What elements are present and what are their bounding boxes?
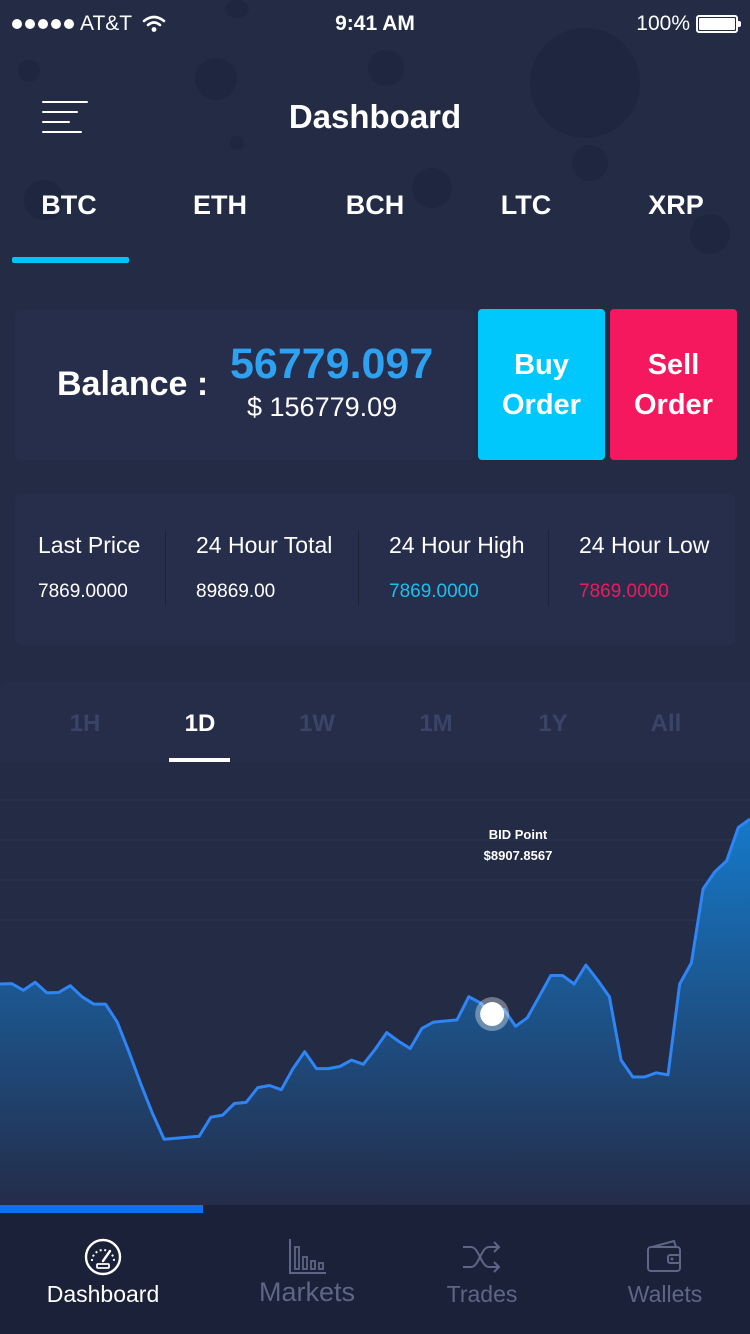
tab-ltc[interactable]: LTC xyxy=(500,190,552,220)
active-range-indicator xyxy=(169,758,230,762)
buy-order-button[interactable]: Buy Order xyxy=(478,309,605,460)
carrier-name: AT&T xyxy=(80,12,133,35)
price-chart[interactable]: BID Point $8907.8567 xyxy=(0,762,750,1206)
balance-usd: $ 156779.09 xyxy=(247,392,398,422)
stat-value: 89869.00 xyxy=(196,581,276,602)
battery-icon xyxy=(696,15,741,33)
background-bubble xyxy=(690,214,730,254)
bar-chart-icon xyxy=(289,1239,326,1274)
wallet-icon xyxy=(647,1239,681,1272)
stat-divider xyxy=(358,530,359,606)
buy-button-line1: Buy xyxy=(514,348,569,381)
buy-button-line2: Order xyxy=(502,388,581,421)
status-bar: AT&T 9:41 AM 100% xyxy=(0,0,750,50)
sell-button-line1: Sell xyxy=(647,348,700,381)
time-range-tabs: 1H 1D 1W 1M 1Y All xyxy=(0,682,750,762)
stat-label: 24 Hour Total xyxy=(196,532,333,558)
coin-tabs: BTC ETH BCH LTC XRP xyxy=(0,190,750,265)
background-bubble xyxy=(24,180,64,220)
nav-markets[interactable]: Markets xyxy=(217,1213,397,1334)
bid-point-marker[interactable] xyxy=(480,1002,505,1027)
chart-series-line xyxy=(0,817,750,1141)
speedometer-icon xyxy=(84,1238,122,1276)
bid-point-annotation: BID Point $8907.8567 xyxy=(458,824,578,866)
hamburger-menu-icon[interactable] xyxy=(42,101,88,135)
range-tab-1d[interactable]: 1D xyxy=(184,710,216,737)
status-left: AT&T xyxy=(12,12,166,36)
balance-amount: 56779.097 xyxy=(230,340,434,388)
stat-value: 7869.0000 xyxy=(389,581,479,602)
balance-label: Balance : xyxy=(57,365,209,403)
active-tab-indicator xyxy=(12,257,129,263)
background-bubble xyxy=(368,50,404,86)
background-bubble xyxy=(412,168,452,208)
range-tab-1h[interactable]: 1H xyxy=(69,710,101,737)
price-chart-svg xyxy=(0,799,750,1206)
stat-value: 7869.0000 xyxy=(579,581,669,602)
stat-divider xyxy=(548,530,549,606)
nav-trades[interactable]: Trades xyxy=(392,1213,572,1334)
bottom-navigation: Dashboard Markets Trades xyxy=(0,1213,750,1334)
nav-progress-fill xyxy=(0,1205,203,1213)
nav-wallets[interactable]: Wallets xyxy=(575,1213,750,1334)
bid-point-label: BID Point xyxy=(488,827,548,842)
market-stats-card: Last Price 7869.0000 24 Hour Total 89869… xyxy=(15,494,735,645)
background-bubble xyxy=(530,28,640,138)
range-tab-1m[interactable]: 1M xyxy=(419,710,453,737)
range-tab-1y[interactable]: 1Y xyxy=(538,710,568,737)
background-bubble xyxy=(195,58,237,100)
shuffle-icon xyxy=(463,1241,501,1273)
stat-label: 24 Hour High xyxy=(389,532,525,558)
bid-point-value: $8907.8567 xyxy=(483,848,553,863)
nav-label: Trades xyxy=(446,1281,518,1307)
background-bubble xyxy=(230,136,244,150)
nav-label: Markets xyxy=(258,1277,356,1307)
background-bubble xyxy=(572,145,608,181)
status-right: 100% xyxy=(636,12,741,36)
tab-bch[interactable]: BCH xyxy=(345,190,405,220)
tab-btc[interactable]: BTC xyxy=(41,190,97,220)
nav-dashboard[interactable]: Dashboard xyxy=(13,1213,193,1334)
tab-xrp[interactable]: XRP xyxy=(648,190,704,220)
nav-label: Wallets xyxy=(627,1281,703,1307)
nav-label: Dashboard xyxy=(46,1281,160,1307)
sell-button-line2: Order xyxy=(634,388,713,421)
background-bubble xyxy=(225,0,249,18)
battery-percent: 100% xyxy=(636,12,690,35)
stat-divider xyxy=(165,530,166,606)
stat-label: Last Price xyxy=(38,532,141,558)
background-bubble xyxy=(18,60,40,82)
page-title: Dashboard xyxy=(288,98,462,135)
signal-dots-icon xyxy=(12,19,74,29)
tab-eth[interactable]: ETH xyxy=(193,190,247,220)
range-tab-1w[interactable]: 1W xyxy=(299,710,335,737)
wifi-icon xyxy=(142,15,166,32)
balance-card: Balance : 56779.097 $ 156779.09 xyxy=(15,310,475,460)
chart-area-fill xyxy=(0,819,750,1206)
nav-progress-bar xyxy=(0,1205,750,1213)
sell-order-button[interactable]: Sell Order xyxy=(610,309,737,460)
range-tab-all[interactable]: All xyxy=(650,710,682,737)
stat-label: 24 Hour Low xyxy=(579,532,710,558)
stat-value: 7869.0000 xyxy=(38,581,128,602)
